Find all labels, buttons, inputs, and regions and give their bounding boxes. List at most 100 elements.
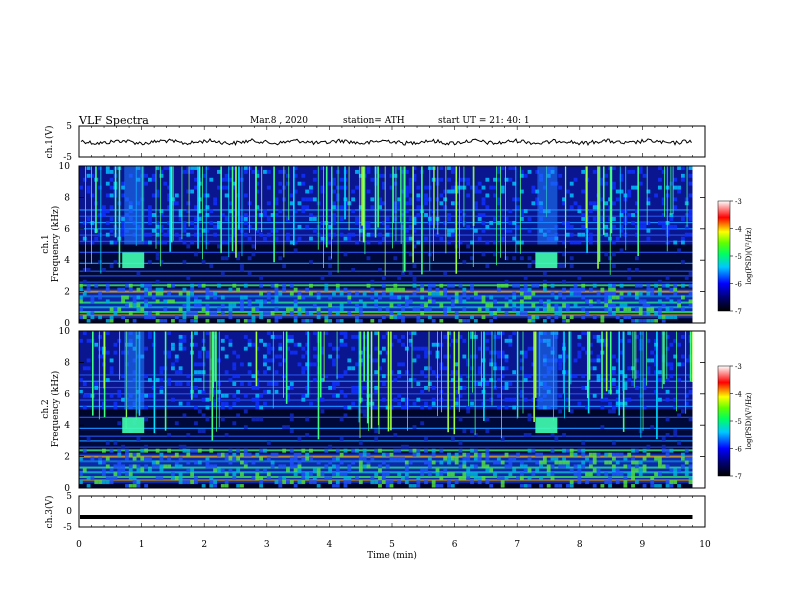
spectrogram-cell <box>542 307 547 312</box>
spectrogram-cell <box>634 256 639 261</box>
time-tick-label: 6 <box>452 540 458 550</box>
spectrogram-cell <box>642 319 647 323</box>
spectrogram-cell <box>673 429 678 434</box>
spectrogram-cell <box>297 291 302 296</box>
spectrogram-cell <box>339 342 344 347</box>
spectrogram-cell <box>205 464 210 469</box>
spectrogram-cell <box>282 425 287 430</box>
spectrogram-cell <box>151 193 156 198</box>
spectrogram-cell <box>673 472 678 477</box>
spectrogram-cell <box>355 315 359 320</box>
spectrogram-cell <box>623 374 628 379</box>
spectrogram-cell <box>148 291 152 296</box>
spectrogram-cell <box>159 468 164 473</box>
spectrogram-cell <box>255 173 260 178</box>
spectrogram-cell <box>125 295 129 300</box>
spectrogram-cell <box>286 307 290 312</box>
spectrogram-cell <box>358 319 363 323</box>
spectrogram-cell <box>654 358 658 363</box>
spectrogram-cell <box>293 189 298 194</box>
spectrogram-cell <box>535 315 540 320</box>
spectrogram-cell <box>286 346 290 351</box>
spectrogram-cell <box>462 260 467 265</box>
spectrogram-cell <box>378 201 382 206</box>
colorbar-tick-label: -7 <box>735 473 742 481</box>
spectrogram-cell <box>420 287 425 292</box>
spectrogram-cell <box>550 464 555 469</box>
spectrogram-cell <box>404 476 409 481</box>
spectrogram-cell <box>427 283 432 288</box>
spectrogram-cell <box>562 448 566 453</box>
spectrogram-cell <box>213 464 218 469</box>
spectrogram-cell <box>389 315 394 320</box>
spectrogram-cell <box>332 472 336 477</box>
spectrogram-cell <box>113 311 118 316</box>
spectrogram-cell <box>309 319 313 323</box>
spectrogram-cell <box>370 205 375 210</box>
spectrogram-cell <box>519 464 524 469</box>
spectrogram-cell <box>224 456 229 461</box>
spectrogram-cell <box>654 311 658 316</box>
spectrogram-cell <box>243 220 248 225</box>
spectrogram-cell <box>289 240 294 245</box>
spectrogram-cell <box>305 350 310 355</box>
spectrogram-cell <box>615 468 620 473</box>
spectrogram-cell <box>351 197 356 202</box>
spectrogram-cell <box>259 448 264 453</box>
spectrogram-cell <box>585 480 589 485</box>
spectrogram-cell <box>309 362 313 367</box>
spectrogram-cell <box>155 464 160 469</box>
spectrogram-cell <box>447 331 451 335</box>
spectrogram-cell <box>282 480 287 485</box>
spectrogram-cell <box>274 299 279 304</box>
spectrogram-cell <box>270 382 275 386</box>
spectrogram-cell <box>328 354 333 359</box>
ch2-colorbar: -3-4-5-6-7 log(PSD)(V²/Hz) <box>717 363 753 481</box>
spectrogram-cell <box>259 417 264 422</box>
spectrogram-cell <box>504 177 509 182</box>
spectrogram-cell <box>450 378 455 383</box>
spectrogram-cell <box>79 295 83 300</box>
spectrogram-cell <box>224 480 229 485</box>
spectrogram-cell <box>546 484 551 488</box>
spectrogram-cell <box>289 460 294 465</box>
spectrogram-cell <box>132 295 137 300</box>
spectrogram-cell <box>496 283 501 288</box>
spectrogram-cell <box>604 397 609 402</box>
spectrogram-cell <box>94 385 99 390</box>
spectrogram-cell <box>673 354 678 359</box>
spectrogram-cell <box>159 213 164 218</box>
spectrogram-cell <box>466 193 471 198</box>
spectrogram-cell <box>343 472 348 477</box>
spectrogram-cell <box>581 287 586 292</box>
spectrogram-cell <box>109 307 114 312</box>
spectrogram-cell <box>194 295 198 300</box>
spectrogram-cell <box>573 283 578 288</box>
spectrogram-cell <box>481 315 486 320</box>
spectrogram-cell <box>155 240 160 245</box>
spectrogram-cell <box>527 484 532 488</box>
spectrogram-cell <box>569 374 574 379</box>
spectrogram-cell <box>217 468 221 473</box>
spectrogram-cell <box>634 209 639 214</box>
spectrogram-cell <box>600 405 605 410</box>
spectrogram-cell <box>305 342 310 347</box>
spectrogram-cell <box>565 464 570 469</box>
spectrogram-cell <box>366 220 371 225</box>
spectrogram-cell <box>393 433 398 437</box>
spectrogram-cell <box>573 303 578 308</box>
spectrogram-cell <box>82 236 87 241</box>
spectrogram-cell <box>677 166 681 170</box>
spectrogram-cell <box>347 476 352 481</box>
colorbar-tick-label: -3 <box>735 198 742 206</box>
spectrogram-cell <box>519 209 524 214</box>
spectrogram-cell <box>370 480 375 485</box>
spectrogram-cell <box>592 468 597 473</box>
spectrogram-cell <box>531 315 536 320</box>
spectrogram-cell <box>535 460 540 465</box>
spectrogram-cell <box>90 295 95 300</box>
spectrogram-cell <box>611 303 616 308</box>
spectrogram-cell <box>462 319 467 323</box>
spectrogram-cell <box>500 350 505 355</box>
spectrogram-cell <box>623 303 628 308</box>
